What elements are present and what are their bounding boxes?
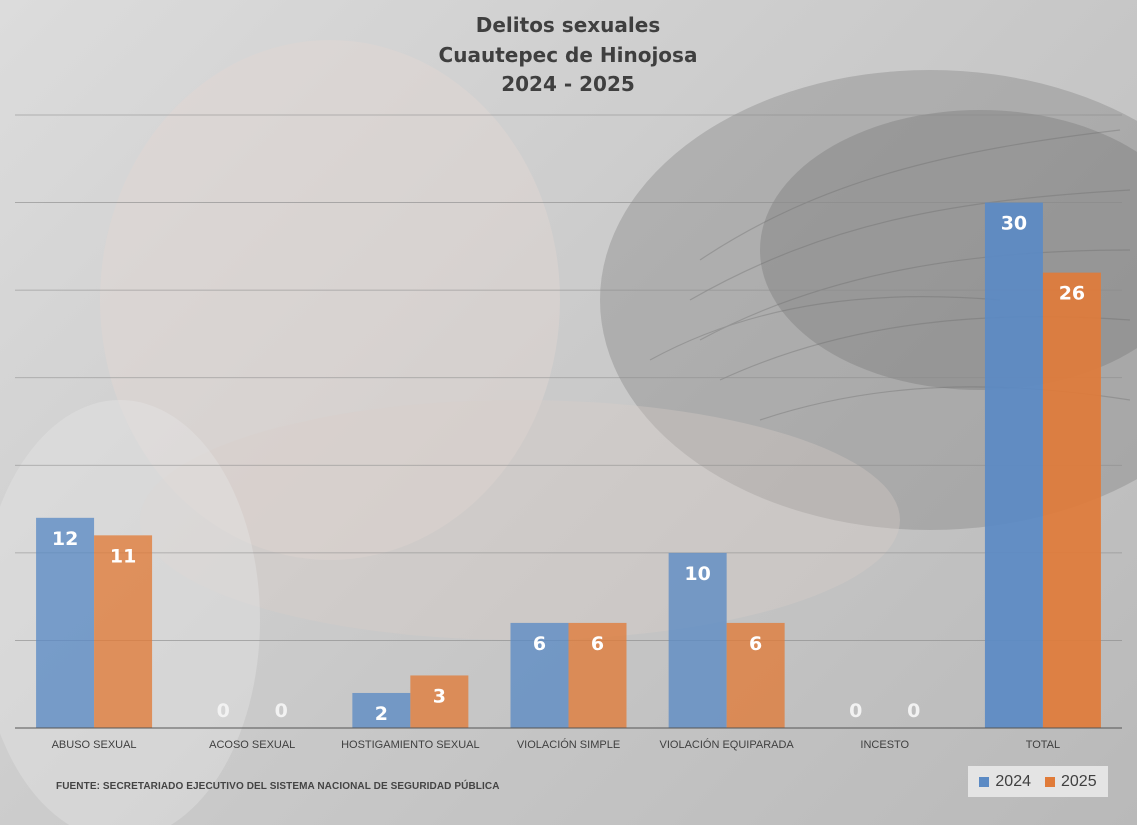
legend-label-2025: 2025	[1061, 772, 1097, 790]
legend-item-2025: 2025	[1045, 773, 1097, 791]
category-label: HOSTIGAMIENTO SEXUAL	[341, 739, 480, 751]
category-label: INCESTO	[860, 739, 909, 751]
legend-item-2024: 2024	[979, 773, 1031, 791]
chart-title-line-2: Cuautepec de Hinojosa	[439, 43, 698, 67]
gridlines	[15, 114, 1122, 641]
category-labels: ABUSO SEXUAL ACOSO SEXUAL HOSTIGAMIENTO SE…	[52, 738, 1061, 751]
category-label: ABUSO SEXUAL	[52, 739, 137, 751]
legend: 2024 2025	[968, 766, 1108, 797]
bar-2025-0	[94, 535, 153, 728]
category-label: VIOLACIÓN EQUIPARADA	[660, 738, 795, 751]
chart-title-line-3: 2024 - 2025	[501, 72, 635, 96]
data-label-2024-1: 0	[217, 700, 230, 722]
data-labels: 12 11 0 0 2 3 6 6 10 6 0 0 30 26	[52, 213, 1085, 725]
category-label: ACOSO SEXUAL	[209, 739, 295, 751]
data-label-2025-5: 0	[907, 700, 920, 722]
source-note: FUENTE: SECRETARIADO EJECUTIVO DEL SISTE…	[56, 781, 500, 792]
category-label: TOTAL	[1026, 739, 1060, 751]
data-label-2025-2: 3	[433, 685, 446, 707]
bar-2025-2	[410, 675, 469, 728]
legend-label-2024: 2024	[995, 772, 1031, 790]
bar-2025-4	[726, 622, 785, 728]
data-label-2024-5: 0	[849, 700, 862, 722]
data-label-2025-6: 26	[1059, 283, 1085, 305]
bar-2024-6	[984, 202, 1043, 729]
category-label: VIOLACIÓN SIMPLE	[517, 738, 620, 751]
bar-2024-4	[668, 552, 727, 728]
data-label-2025-1: 0	[275, 700, 288, 722]
data-label-2025-3: 6	[591, 633, 604, 655]
data-label-2025-4: 6	[749, 633, 762, 655]
chart-title-line-1: Delitos sexuales	[476, 13, 660, 37]
data-label-2024-6: 30	[1001, 213, 1027, 235]
bar-2025-6	[1042, 272, 1101, 728]
bar-2024-3	[510, 622, 569, 728]
data-label-2024-4: 10	[684, 563, 710, 585]
bar-2024-0	[36, 517, 95, 728]
bar-2025-3	[568, 622, 627, 728]
legend-swatch-2024	[979, 776, 990, 787]
data-label-2025-0: 11	[110, 545, 136, 567]
data-label-2024-0: 12	[52, 528, 78, 550]
data-label-2024-2: 2	[375, 703, 388, 725]
legend-swatch-2025	[1045, 776, 1055, 787]
data-label-2024-3: 6	[533, 633, 546, 655]
chart-title: Delitos sexuales Cuautepec de Hinojosa 2…	[439, 13, 698, 96]
bar-2024-2	[352, 692, 411, 728]
bars	[36, 202, 1101, 729]
